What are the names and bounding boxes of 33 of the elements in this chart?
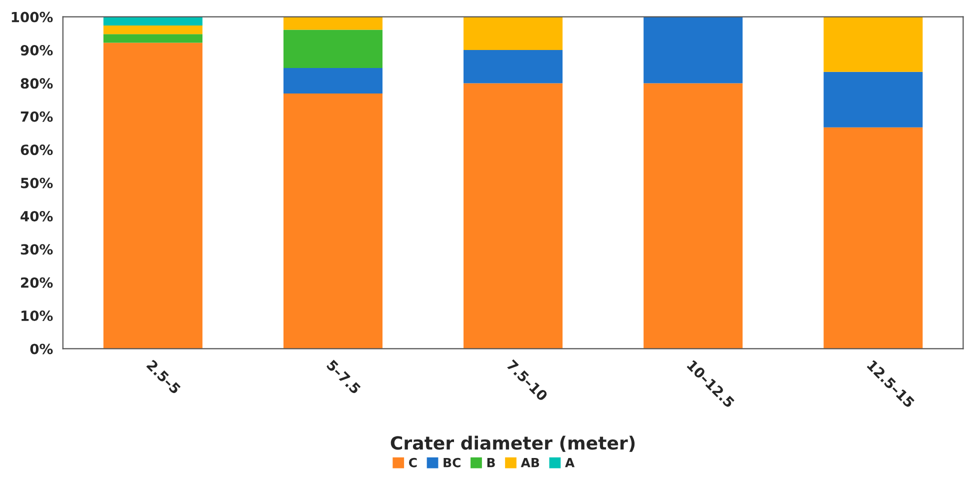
bar xyxy=(103,25,202,34)
bar xyxy=(464,83,563,349)
y-tick-label: 20% xyxy=(21,277,53,288)
y-tick-label: 10% xyxy=(22,310,53,322)
x-axis-title: Crater diameter (meter) xyxy=(390,436,635,452)
legend-label: AB xyxy=(520,458,540,468)
bar xyxy=(103,42,202,349)
y-tick-label: 60% xyxy=(20,144,53,156)
legend-label: B xyxy=(487,458,495,468)
bar xyxy=(464,50,563,84)
bar xyxy=(824,72,923,128)
y-tick-label: 90% xyxy=(20,44,53,56)
bar xyxy=(644,16,743,84)
bar xyxy=(283,16,383,30)
bar xyxy=(824,127,923,349)
bar xyxy=(824,16,923,72)
legend-label: BC xyxy=(444,458,460,468)
y-tick-label: 70% xyxy=(20,111,53,122)
bar xyxy=(283,94,383,349)
bar xyxy=(644,83,743,349)
legend-label: C xyxy=(408,458,417,468)
bar xyxy=(464,16,563,50)
y-tick-label: 80% xyxy=(20,78,53,89)
y-tick-label: 50% xyxy=(21,178,53,188)
y-tick-label: 0% xyxy=(30,344,53,354)
y-tick-label: 40% xyxy=(20,210,53,222)
bar xyxy=(103,34,202,43)
legend-label: A xyxy=(565,458,575,468)
y-tick-label: 100% xyxy=(12,12,53,22)
bar xyxy=(103,16,202,26)
bar xyxy=(283,68,383,94)
y-tick-label: 30% xyxy=(20,244,53,255)
bar xyxy=(283,30,383,68)
